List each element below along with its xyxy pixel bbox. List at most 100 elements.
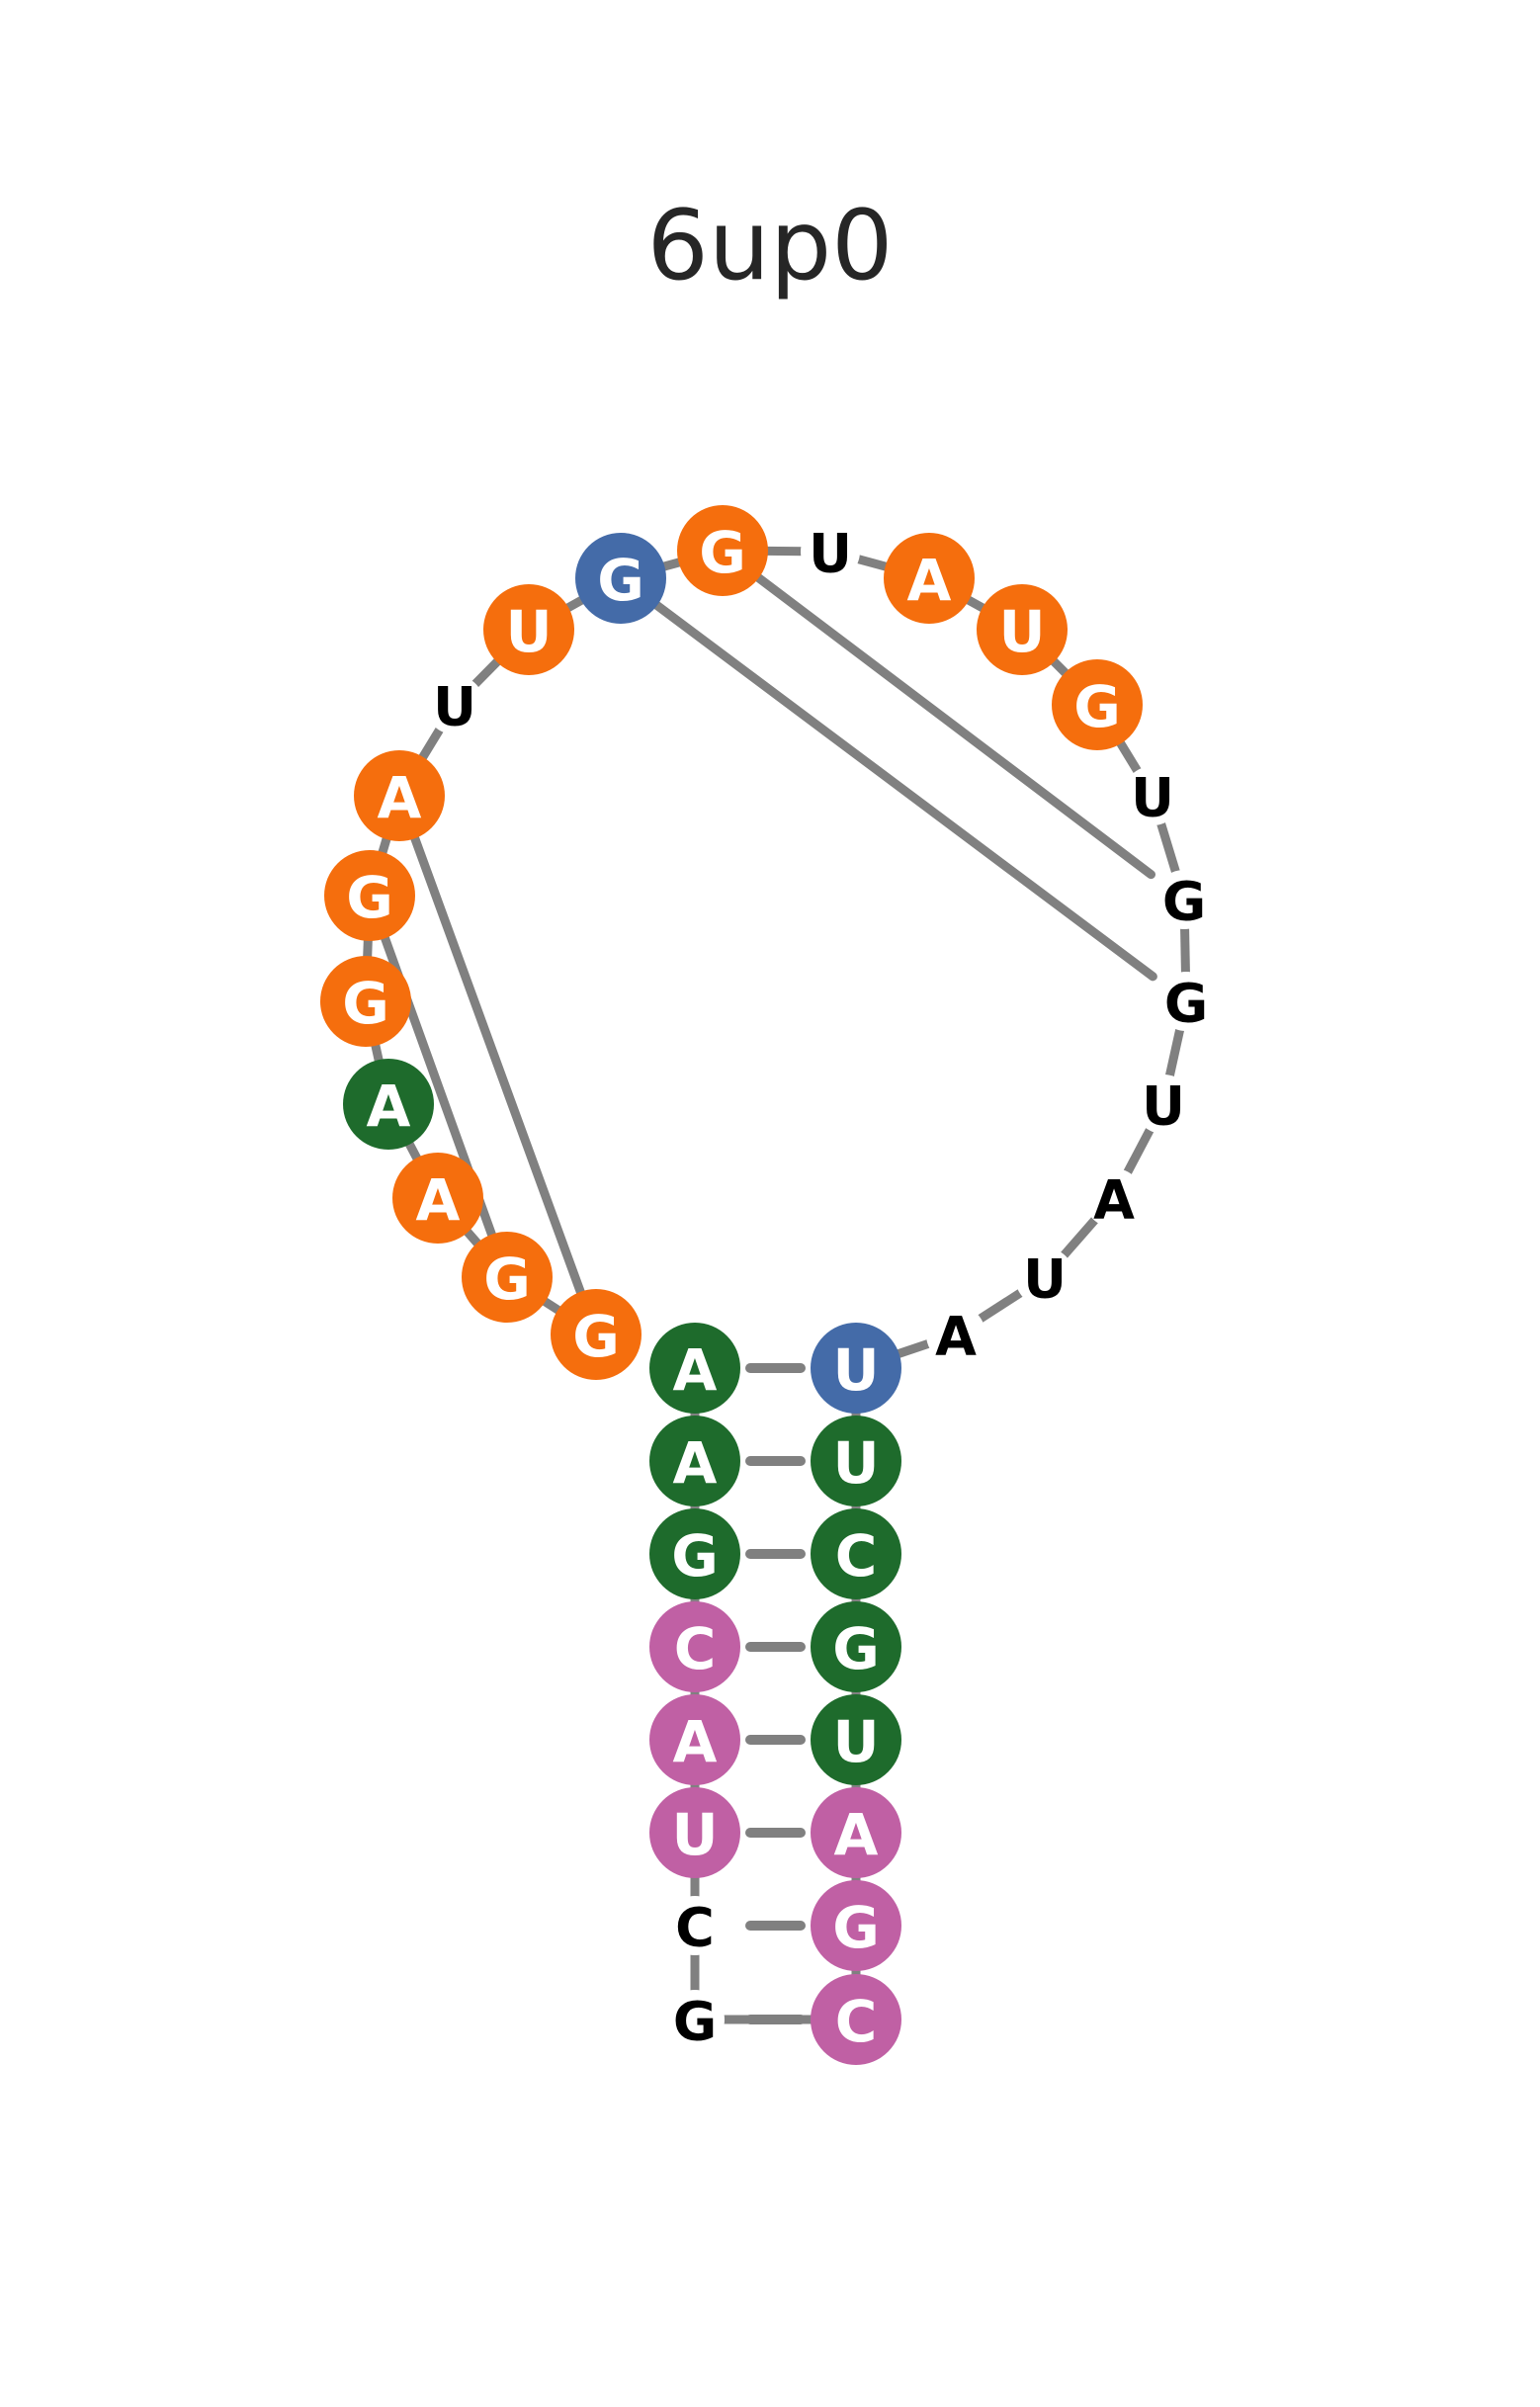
nucleotide-label: A	[935, 1306, 977, 1368]
nucleotide-6: U	[649, 1787, 740, 1878]
long-range-links	[379, 570, 1157, 1301]
nucleotide-17: A	[926, 1305, 985, 1368]
nucleotide-backdrop	[665, 1990, 725, 2049]
nucleotide-label: G	[671, 1522, 719, 1590]
nucleotide-30: U	[483, 584, 574, 675]
nucleotide-1: A	[649, 1323, 740, 1414]
nucleotide-label: U	[1142, 1075, 1185, 1138]
nucleotide-label: C	[674, 1615, 717, 1682]
nucleotide-4: C	[649, 1601, 740, 1692]
nucleotide-33: G	[324, 850, 415, 941]
tertiary-link-28-22	[751, 570, 1155, 880]
nucleotide-36: A	[392, 1153, 483, 1244]
nucleotide-35: A	[343, 1059, 434, 1150]
nucleotide-circle	[811, 1880, 901, 1971]
nucleotide-label: U	[1023, 1248, 1067, 1311]
nucleotide-circle	[649, 1694, 740, 1785]
nucleotide-24: G	[1052, 659, 1143, 750]
nucleotide-label: U	[832, 1429, 879, 1497]
nucleotide-backdrop	[1134, 1075, 1193, 1134]
nucleotide-26: A	[884, 533, 975, 624]
nucleotide-label: U	[998, 598, 1045, 665]
nucleotide-circle	[884, 533, 975, 624]
nucleotide-label: A	[834, 1801, 879, 1868]
tertiary-link-29-21	[649, 598, 1157, 982]
nucleotide-backdrop	[1015, 1247, 1074, 1307]
nucleotide-circle	[354, 750, 445, 841]
nucleotide-circle	[977, 584, 1068, 675]
nucleotide-19: A	[1084, 1168, 1144, 1232]
nucleotide-18: U	[1015, 1247, 1074, 1311]
nucleotide-7: C	[665, 1896, 725, 1959]
nucleotide-37: G	[462, 1232, 553, 1323]
nucleotide-label: G	[673, 1991, 717, 2053]
nucleotide-label: G	[342, 970, 389, 1037]
nucleotide-29: G	[575, 533, 666, 624]
nucleotide-circle	[1052, 659, 1143, 750]
nucleotide-label: G	[832, 1894, 880, 1961]
nucleotide-circle	[649, 1323, 740, 1414]
nucleotide-circle	[462, 1232, 553, 1323]
nucleotide-9: C	[811, 1974, 901, 2065]
nucleotide-label: A	[673, 1429, 718, 1497]
nucleotide-backdrop	[1123, 766, 1182, 825]
nucleotide-label: C	[835, 1988, 878, 2055]
nucleotide-circle	[649, 1508, 740, 1599]
nucleotide-13: G	[811, 1601, 901, 1692]
nucleotide-circle	[324, 850, 415, 941]
nucleotide-label: G	[1162, 871, 1206, 933]
nucleotide-circle	[677, 505, 768, 596]
nucleotide-label: G	[346, 864, 393, 931]
nucleotide-label: A	[416, 1166, 461, 1234]
nucleotide-label: U	[809, 523, 852, 585]
nucleotide-circle	[811, 1508, 901, 1599]
nucleotide-label: G	[572, 1303, 620, 1370]
nucleotide-backdrop	[665, 1896, 725, 1955]
nucleotide-circle	[649, 1416, 740, 1506]
nucleotide-circle	[811, 1694, 901, 1785]
nucleotide-3: G	[649, 1508, 740, 1599]
nucleotide-5: A	[649, 1694, 740, 1785]
nucleotide-backdrop	[801, 522, 860, 581]
nucleotide-circle	[811, 1601, 901, 1692]
nucleotide-label: U	[505, 598, 552, 665]
nucleotide-14: C	[811, 1508, 901, 1599]
nucleotide-23: U	[1123, 766, 1182, 829]
nucleotide-label: A	[378, 764, 422, 831]
nucleotide-20: U	[1134, 1075, 1193, 1138]
nucleotide-label: G	[483, 1246, 531, 1313]
nucleotide-15: U	[811, 1416, 901, 1506]
diagram-title: 6up0	[646, 190, 894, 302]
nucleotide-label: G	[1073, 673, 1121, 740]
nucleotide-circle	[811, 1323, 901, 1414]
nucleotide-circle	[811, 1974, 901, 2065]
nucleotide-22: G	[1155, 870, 1214, 933]
nucleotide-circle	[343, 1059, 434, 1150]
nucleotide-label: A	[673, 1336, 718, 1404]
nucleotide-label: A	[367, 1073, 411, 1140]
nucleotide-38: G	[551, 1289, 642, 1380]
nucleotide-28: G	[677, 505, 768, 596]
nucleotide-21: G	[1156, 972, 1216, 1035]
nucleotide-label: A	[907, 547, 952, 614]
nucleotide-31: U	[425, 675, 484, 738]
nucleotide-32: A	[354, 750, 445, 841]
nucleotide-circle	[483, 584, 574, 675]
tertiary-link-32-38	[408, 829, 587, 1301]
nucleotide-backdrop	[1084, 1168, 1144, 1228]
nucleotide-8: G	[665, 1990, 725, 2053]
nucleotide-25: U	[977, 584, 1068, 675]
nucleotide-27: U	[801, 522, 860, 585]
nucleotide-label: A	[673, 1708, 718, 1775]
nucleotide-label: U	[832, 1336, 879, 1404]
nucleotide-label: C	[675, 1897, 715, 1959]
nucleotide-label: U	[1131, 767, 1174, 829]
nucleotide-backdrop	[1156, 972, 1216, 1031]
nucleotide-label: G	[699, 519, 746, 586]
nucleotide-circle	[392, 1153, 483, 1244]
nucleotide-label: U	[671, 1801, 718, 1868]
base-pairs	[745, 1363, 806, 2024]
